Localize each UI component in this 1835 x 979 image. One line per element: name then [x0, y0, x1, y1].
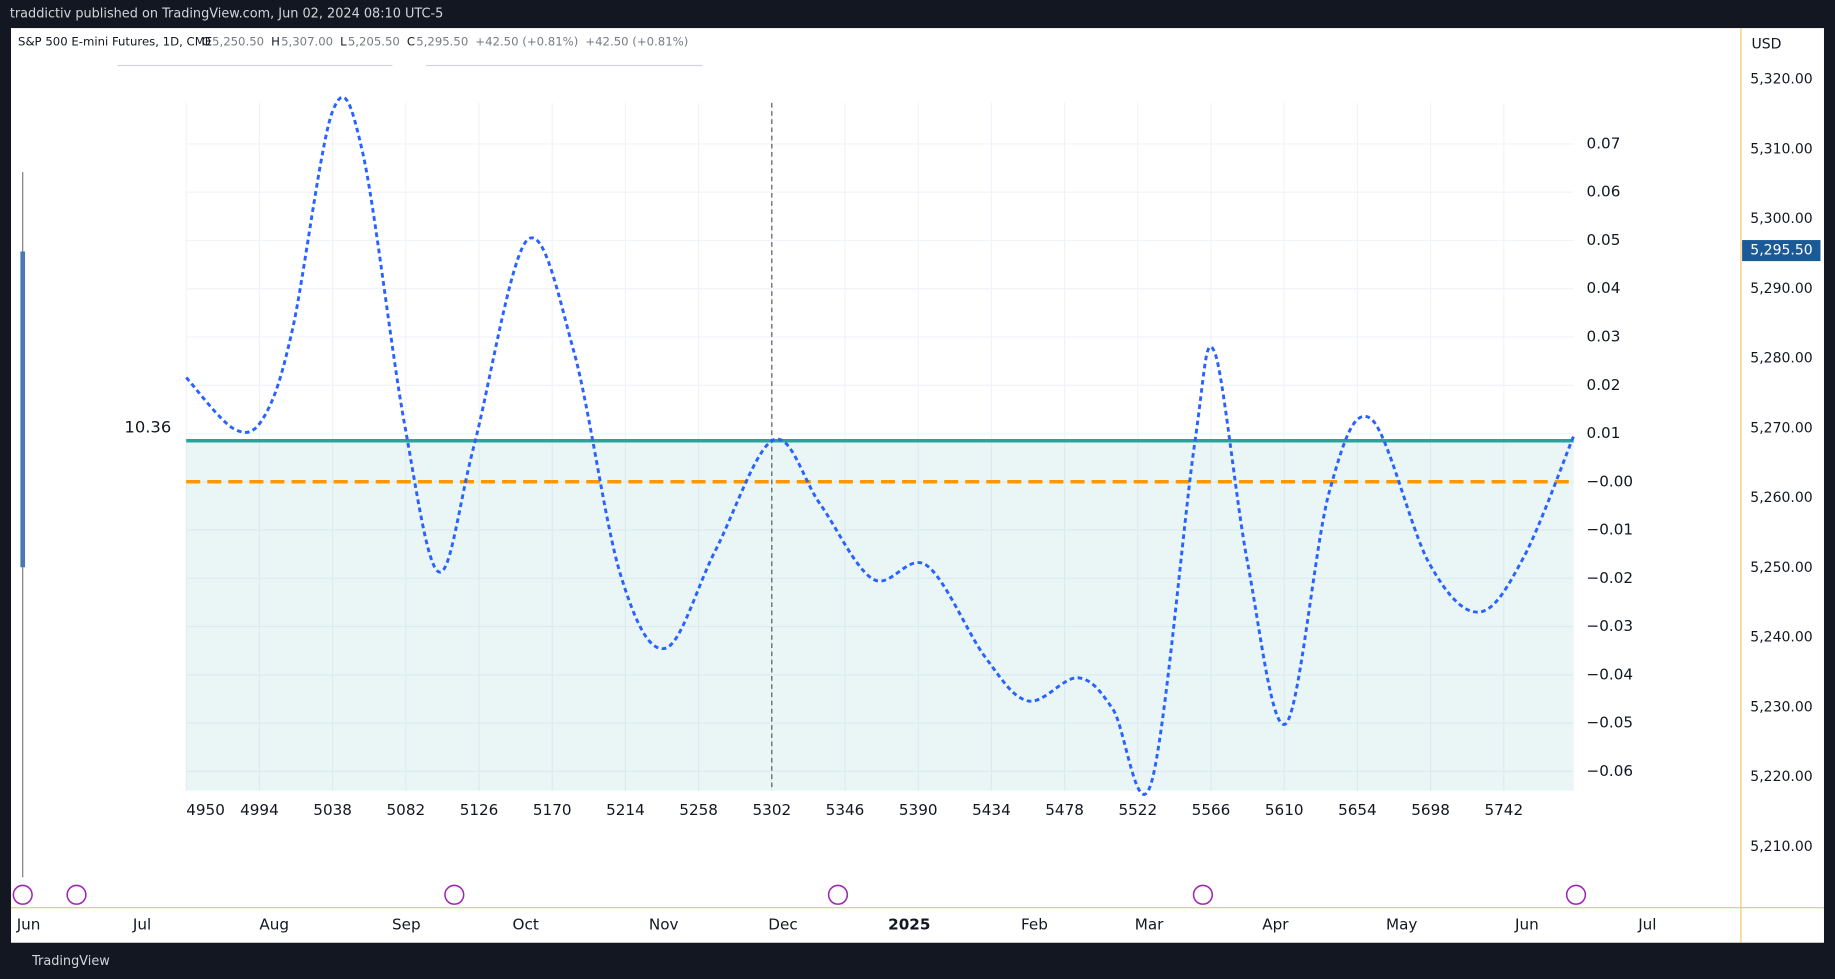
- time-label: Sep: [392, 916, 421, 934]
- candle-body: [20, 251, 26, 568]
- price-tick-label: 5,310.00: [1750, 141, 1812, 157]
- price-tick-label: 5,250.00: [1750, 560, 1812, 576]
- time-label: Jul: [1637, 916, 1656, 934]
- change: +42.50 (+0.81%): [585, 35, 688, 49]
- price-tick-label: 5,220.00: [1750, 769, 1812, 785]
- header-text: traddictiv published on TradingView.com,…: [10, 7, 443, 22]
- time-label: 2025: [888, 916, 930, 934]
- x-tick-label: 5126: [460, 801, 499, 819]
- time-label: Mar: [1135, 916, 1164, 934]
- event-icon: [66, 884, 87, 905]
- y-tick-label: 0.05: [1587, 231, 1621, 249]
- side-label: 10.36: [124, 418, 171, 437]
- price-tick-label: 5,320.00: [1750, 72, 1812, 88]
- event-icon: [827, 884, 849, 905]
- ohlc-key: O: [202, 35, 211, 49]
- event-icon: [1192, 884, 1214, 905]
- price-tick-label: 5,300.00: [1750, 211, 1812, 227]
- x-tick-label: 5038: [313, 801, 352, 819]
- series-line: [185, 95, 1576, 796]
- event-icon: [1565, 884, 1587, 905]
- x-tick-label: 5214: [606, 801, 645, 819]
- x-tick-label: 4994: [240, 801, 279, 819]
- time-label: Aug: [259, 916, 289, 934]
- x-tick-label: 5522: [1118, 801, 1157, 819]
- price-tick-label: 5,260.00: [1750, 490, 1812, 506]
- x-tick-label: 5170: [533, 801, 572, 819]
- x-tick-label: 5434: [972, 801, 1011, 819]
- event-icons: [12, 884, 1587, 905]
- time-label: Feb: [1021, 916, 1048, 934]
- y-tick-label: −0.05: [1587, 714, 1634, 732]
- x-tick-label: 5610: [1265, 801, 1304, 819]
- time-label: Dec: [768, 916, 797, 934]
- ohlc-value: 5,295.50: [416, 35, 468, 49]
- footer-brand: TradingView: [31, 954, 110, 969]
- y-tick-label: −0.01: [1587, 521, 1634, 539]
- price-tick-label: 5,210.00: [1750, 839, 1812, 855]
- time-label: May: [1386, 916, 1417, 934]
- time-label: Apr: [1262, 916, 1289, 934]
- event-icon: [444, 884, 465, 905]
- price-tick-label: 5,270.00: [1750, 420, 1812, 436]
- last-price-box: [1742, 240, 1821, 262]
- y-tick-label: −0.00: [1587, 472, 1634, 490]
- ohlc-value: 5,205.50: [348, 35, 400, 49]
- time-label: Jun: [1514, 916, 1539, 934]
- y-tick-label: −0.03: [1587, 617, 1634, 635]
- y-tick-label: 0.03: [1587, 328, 1621, 346]
- y-tick-label: 0.01: [1587, 424, 1621, 442]
- time-label: Oct: [513, 916, 539, 934]
- x-tick-label: 5478: [1045, 801, 1084, 819]
- ohlc-value: 5,307.00: [281, 35, 333, 49]
- y-tick-label: 0.04: [1587, 279, 1621, 297]
- price-tick-label: 5,280.00: [1750, 351, 1812, 367]
- ohlc-key: C: [407, 35, 415, 49]
- band-fill: [186, 440, 1574, 791]
- x-tick-label: 5302: [752, 801, 791, 819]
- x-tick-label: 4950: [186, 801, 225, 819]
- last-price-label: 5,295.50: [1750, 243, 1812, 259]
- time-label: Jul: [132, 916, 151, 934]
- event-icon: [12, 884, 33, 905]
- x-tick-label: 5082: [386, 801, 425, 819]
- y-tick-label: 0.06: [1587, 183, 1621, 201]
- price-tick-label: 5,230.00: [1750, 699, 1812, 715]
- y-tick-label: 0.07: [1587, 134, 1621, 152]
- change: +42.50 (+0.81%): [475, 35, 578, 49]
- time-label: Nov: [649, 916, 679, 934]
- x-tick-label: 5258: [679, 801, 718, 819]
- symbol: S&P 500 E-mini Futures, 1D, CME: [18, 35, 212, 49]
- y-tick-label: 0.02: [1587, 376, 1621, 394]
- x-tick-label: 5390: [899, 801, 938, 819]
- time-label: Jun: [16, 916, 41, 934]
- x-tick-label: 5346: [826, 801, 865, 819]
- chart-pane: [11, 28, 1824, 943]
- ohlc-value: 5,250.50: [212, 35, 264, 49]
- x-tick-label: 5698: [1411, 801, 1450, 819]
- ohlc-key: H: [271, 35, 280, 49]
- x-tick-label: 5654: [1338, 801, 1377, 819]
- price-tick-label: 5,290.00: [1750, 281, 1812, 297]
- x-tick-label: 5566: [1192, 801, 1231, 819]
- x-tick-label: 5742: [1484, 801, 1523, 819]
- price-tick-label: 5,240.00: [1750, 630, 1812, 646]
- y-tick-label: −0.04: [1587, 665, 1634, 683]
- y-tick-label: −0.06: [1587, 762, 1634, 780]
- currency: USD: [1751, 36, 1781, 52]
- y-tick-label: −0.02: [1587, 569, 1634, 587]
- ohlc-key: L: [340, 35, 347, 49]
